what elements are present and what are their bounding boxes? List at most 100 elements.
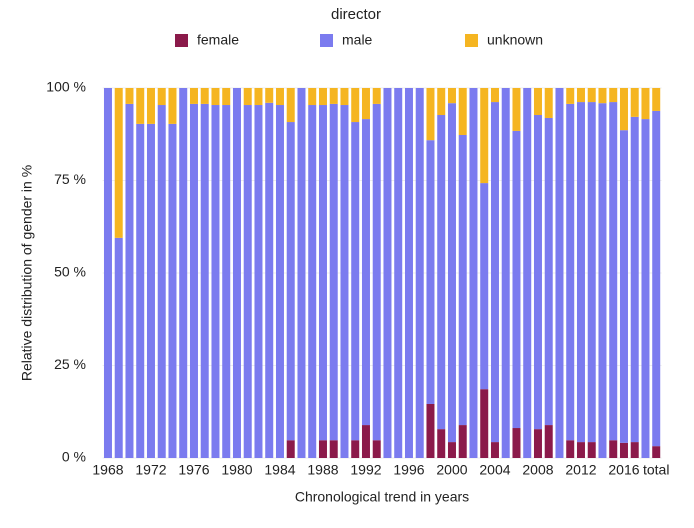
x-tick-label: 1996	[393, 462, 424, 478]
bar-segment	[254, 88, 263, 106]
bar-segment	[576, 442, 585, 458]
bar-segment	[609, 440, 618, 458]
bar-segment	[265, 102, 274, 459]
bar-segment	[243, 105, 252, 459]
x-tick-label: 1980	[221, 462, 252, 478]
y-tick-label: 25 %	[54, 356, 86, 372]
bar-segment	[222, 88, 231, 106]
legend-label: female	[197, 32, 239, 48]
bar-segment	[458, 134, 467, 426]
bar-segment	[372, 103, 381, 441]
bar-segment	[394, 88, 403, 458]
bar-segment	[426, 403, 435, 458]
bar-segment	[179, 88, 188, 458]
legend-swatch	[175, 34, 188, 47]
bar-segment	[286, 440, 295, 458]
x-axis-label: Chronological trend in years	[295, 489, 469, 505]
bar-segment	[168, 123, 177, 458]
bar-segment	[146, 123, 155, 458]
bar-segment	[114, 88, 123, 238]
legend-swatch	[320, 34, 333, 47]
bar-segment	[275, 88, 284, 106]
bar-segment	[265, 88, 274, 103]
bar-segment	[619, 442, 628, 458]
bar-segment	[351, 88, 360, 123]
bar-segment	[587, 102, 596, 443]
y-axis-label: Relative distribution of gender in %	[19, 165, 35, 381]
bar-segment	[652, 446, 661, 458]
bar-segment	[480, 183, 489, 390]
bar-segment	[426, 88, 435, 141]
bar-segment	[286, 122, 295, 441]
x-tick-label: 1976	[178, 462, 209, 478]
bar-segment	[297, 88, 306, 458]
bar-segment	[609, 88, 618, 103]
bar-segment	[157, 88, 166, 106]
bar-segment	[533, 115, 542, 430]
bar-segment	[415, 88, 424, 458]
bar-segment	[329, 440, 338, 458]
x-tick-label: 1992	[350, 462, 381, 478]
bar-segment	[619, 130, 628, 443]
bar-segment	[587, 88, 596, 103]
bar-segment	[157, 105, 166, 459]
bar-segment	[544, 117, 553, 426]
bar-segment	[480, 389, 489, 458]
bar-segment	[447, 88, 456, 104]
bar-segment	[576, 102, 585, 443]
bar-segment	[243, 88, 252, 106]
bar-segment	[437, 429, 446, 458]
bar-segment	[501, 88, 510, 458]
bar-segment	[533, 429, 542, 458]
x-tick-label: 1968	[92, 462, 123, 478]
bar-segment	[340, 105, 349, 459]
y-tick-label: 50 %	[54, 264, 86, 280]
x-tick-label: 2016	[608, 462, 639, 478]
legend-label: male	[342, 32, 373, 48]
bar-segment	[329, 88, 338, 104]
bar-segment	[437, 115, 446, 430]
bar-segment	[447, 103, 456, 443]
bar-segment	[458, 88, 467, 135]
bar-segment	[189, 88, 198, 104]
bar-segment	[136, 123, 145, 458]
bar-segment	[103, 88, 112, 458]
bar-segment	[329, 103, 338, 441]
bar-segment	[351, 122, 360, 441]
bar-segment	[168, 88, 177, 124]
bar-segment	[351, 440, 360, 458]
legend-swatch	[465, 34, 478, 47]
bar-segment	[404, 88, 413, 458]
bar-segment	[308, 105, 317, 459]
x-tick-label: 1988	[307, 462, 338, 478]
bar-segment	[136, 88, 145, 124]
bar-segment	[308, 88, 317, 106]
bar-segment	[630, 442, 639, 458]
bar-segment	[555, 88, 564, 458]
bar-segment	[652, 110, 661, 447]
bar-segment	[630, 116, 639, 443]
bar-segment	[318, 88, 327, 106]
bar-segment	[566, 440, 575, 458]
bar-segment	[318, 440, 327, 458]
bar-segment	[222, 105, 231, 459]
bar-segment	[275, 105, 284, 459]
bar-segment	[630, 88, 639, 117]
x-tick-label: 2004	[479, 462, 510, 478]
bar-segment	[566, 103, 575, 441]
bar-segment	[232, 88, 241, 458]
bar-segment	[372, 440, 381, 458]
bar-segment	[523, 88, 532, 458]
bar-segment	[361, 425, 370, 458]
bar-segment	[512, 130, 521, 429]
bar-segment	[544, 425, 553, 458]
bar-segment	[286, 88, 295, 123]
bar-segment	[426, 140, 435, 404]
bar-segment	[576, 88, 585, 103]
bar-segment	[533, 88, 542, 116]
bar-segment	[566, 88, 575, 104]
bar-segment	[512, 428, 521, 458]
bar-segment	[372, 88, 381, 104]
bar-segment	[146, 88, 155, 124]
